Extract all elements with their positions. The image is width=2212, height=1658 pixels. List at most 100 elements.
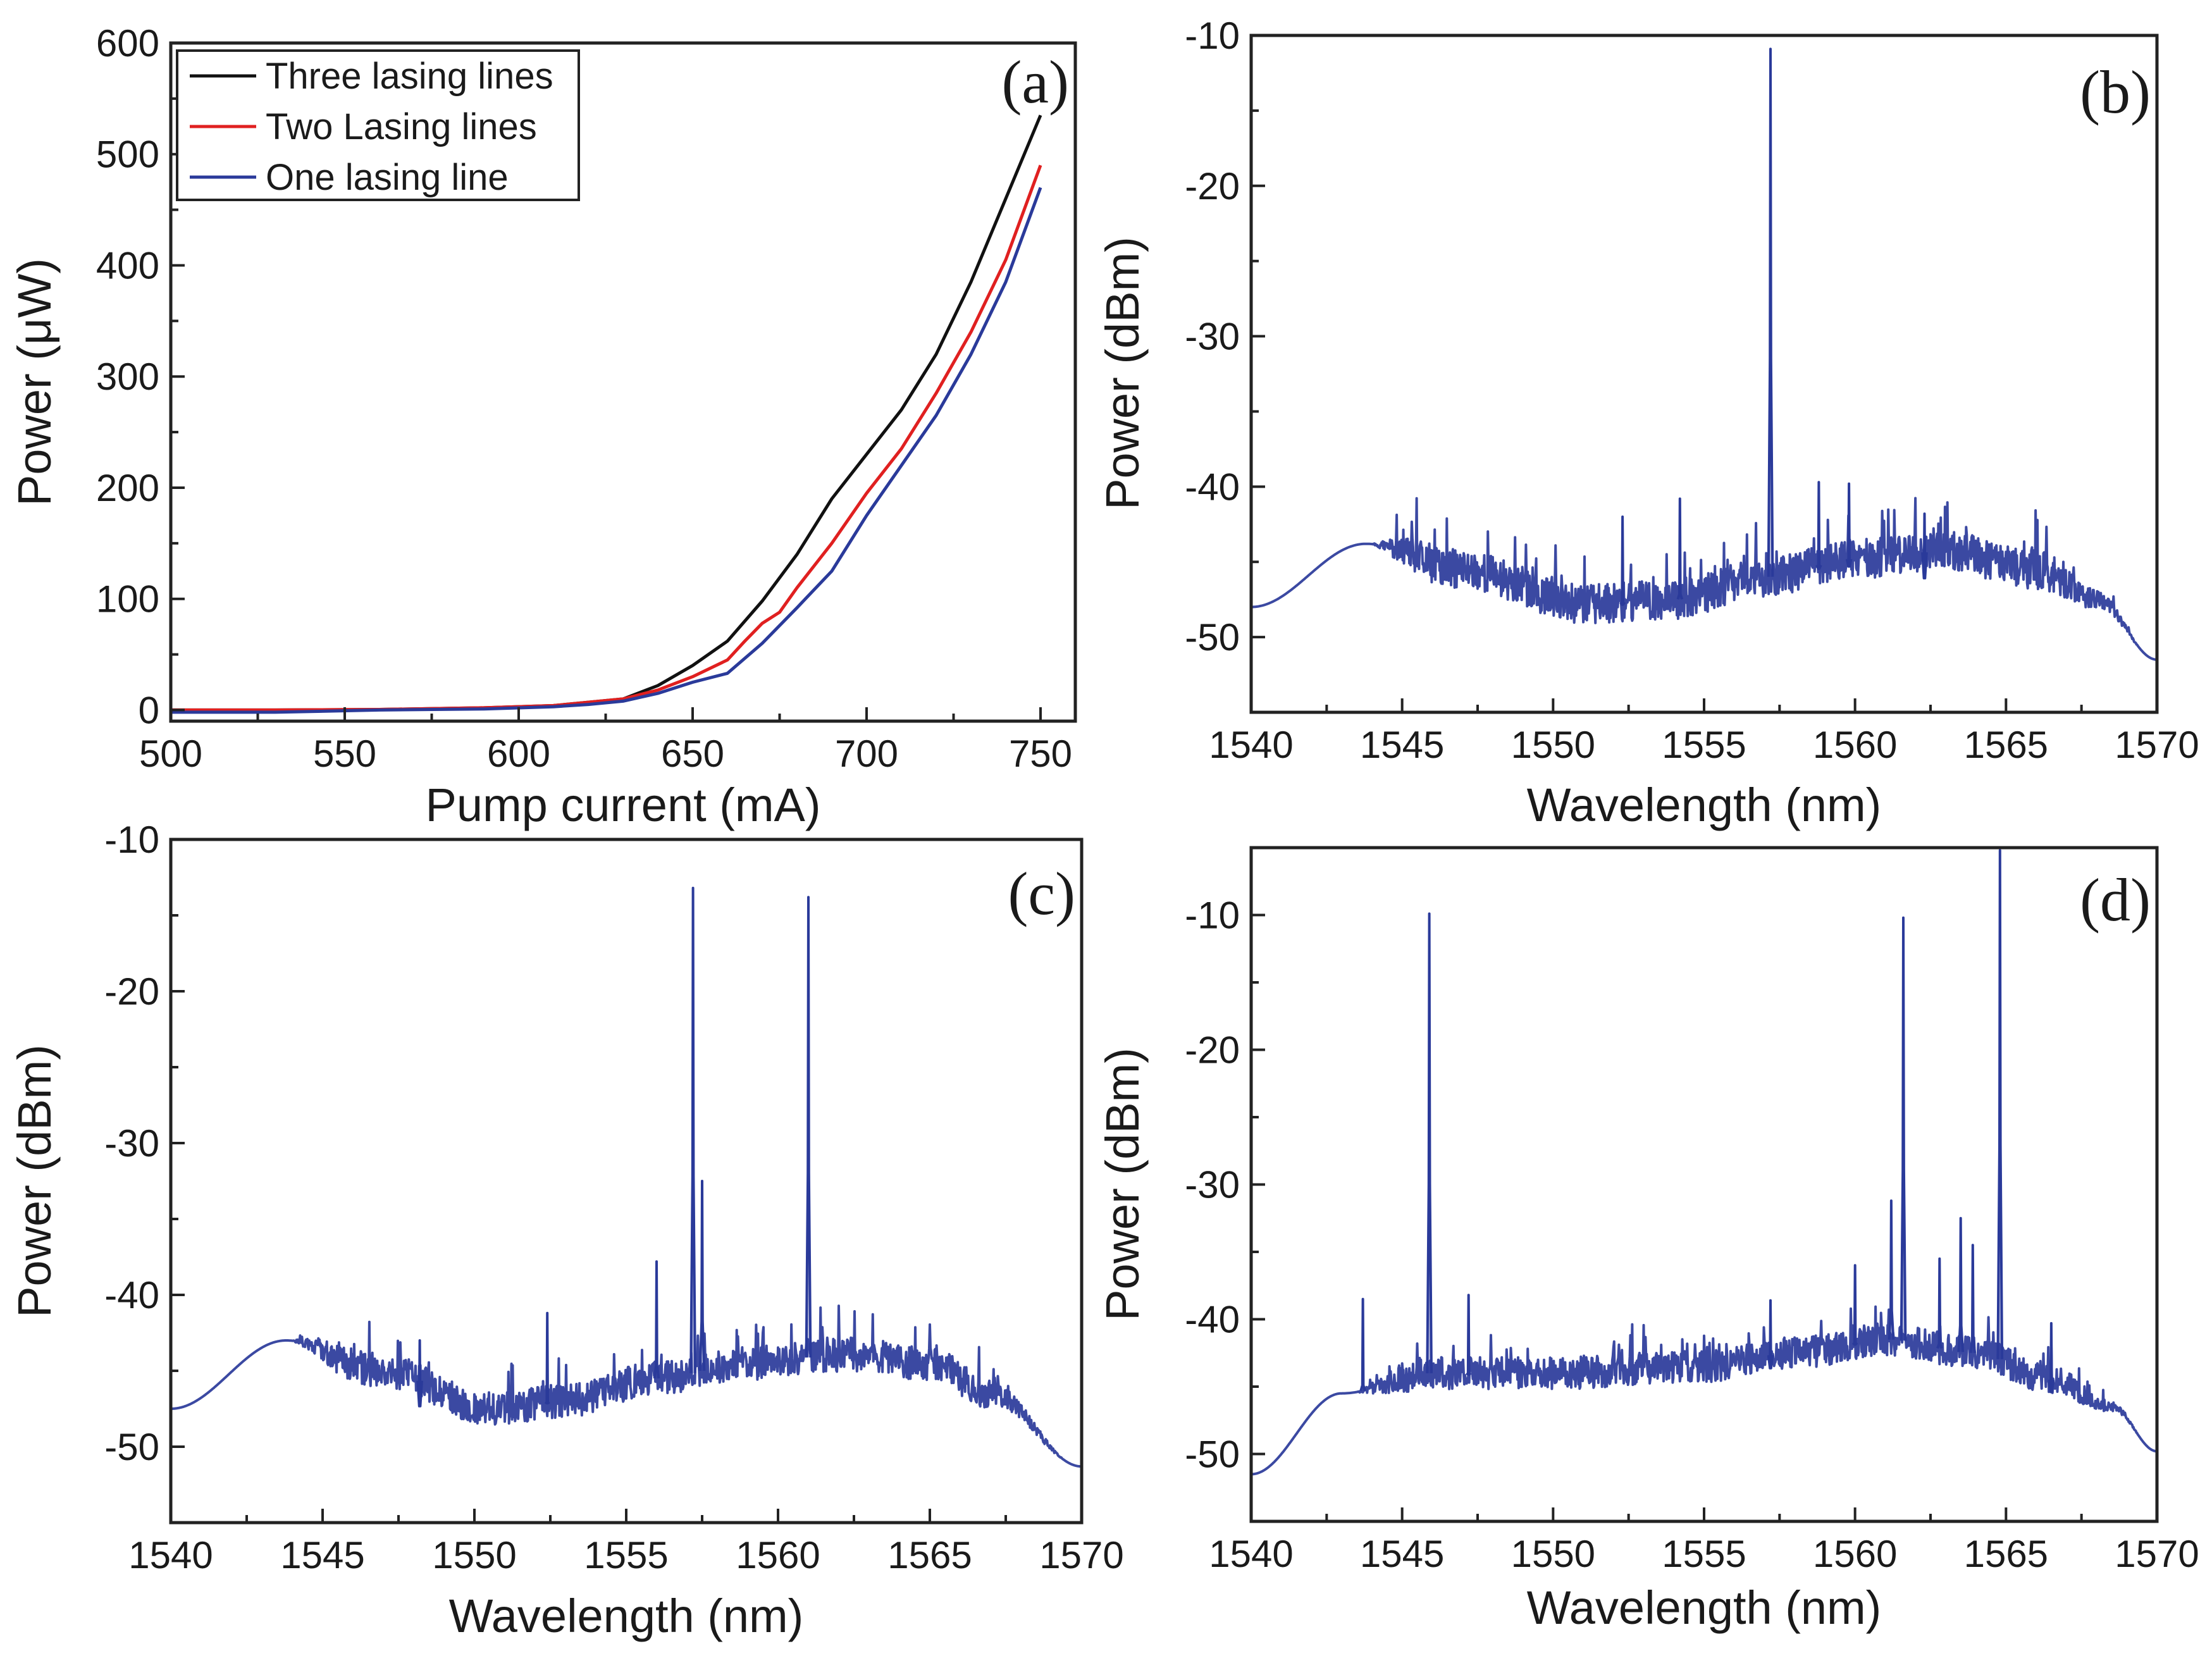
lasing-peak (1815, 481, 1822, 571)
lasing-peak (1426, 912, 1433, 1373)
lasing-peak (689, 886, 696, 1373)
lasing-peak (1767, 1299, 1774, 1370)
y-tick-label: -50 (104, 1426, 159, 1468)
x-tick-label: 1565 (1964, 724, 2048, 766)
panel-a-x-ticks: 500 550 600 650 700 750 (139, 707, 1072, 775)
panel-d-x-axis-label: Wavelength (nm) (1527, 1581, 1882, 1634)
x-tick-label: 1555 (1662, 1533, 1746, 1575)
y-tick-label: -40 (1185, 466, 1240, 508)
y-tick-label: -30 (104, 1122, 159, 1165)
x-tick-label: 1555 (584, 1534, 668, 1576)
y-tick-label: -10 (1185, 894, 1240, 937)
y-tick-label: 500 (96, 133, 159, 176)
panel-c-y-ticks: -10 -20 -30 -40 -50 (104, 819, 185, 1524)
y-tick-label: -30 (1185, 1164, 1240, 1206)
y-tick-label: 400 (96, 244, 159, 287)
lasing-peak (1996, 849, 2004, 1359)
y-tick-label: -20 (104, 970, 159, 1013)
panel-b-x-ticks: 1540 1545 1550 1555 1560 1565 1570 (1209, 698, 2199, 766)
panel-d: 1540 1545 1550 1555 1560 1565 1570 -10 -20 -30 -4… (1096, 846, 2199, 1634)
lasing-peak (698, 1180, 706, 1371)
y-tick-label: 300 (96, 356, 159, 398)
y-tick-label: -20 (1185, 1029, 1240, 1072)
y-tick-label: -30 (1185, 316, 1240, 358)
lasing-peak (1900, 916, 1907, 1341)
panel-d-y-axis-label: Power (dBm) (1096, 1048, 1149, 1321)
y-tick-label: 600 (96, 22, 159, 65)
x-tick-label: 1570 (2115, 1533, 2199, 1575)
x-tick-label: 700 (835, 733, 898, 775)
panel-c-label: (c) (1008, 860, 1075, 927)
y-tick-label: 200 (96, 467, 159, 509)
x-tick-label: 1540 (128, 1534, 213, 1576)
lasing-peak (1845, 482, 1853, 568)
lasing-peak (2048, 1321, 2055, 1394)
x-tick-label: 1545 (1360, 1533, 1444, 1575)
y-tick-label: -50 (1185, 616, 1240, 659)
lasing-peak (1676, 497, 1684, 600)
x-tick-label: 550 (313, 733, 376, 775)
series-line (171, 187, 1042, 714)
x-tick-label: 650 (661, 733, 724, 775)
y-tick-label: -10 (1185, 15, 1240, 57)
x-tick-label: 1570 (2115, 724, 2199, 766)
x-tick-label: 1570 (1039, 1534, 1123, 1576)
panel-d-y-ticks: -10 -20 -30 -40 -50 (1185, 846, 1265, 1523)
panel-c-x-axis-label: Wavelength (nm) (449, 1590, 804, 1642)
y-tick-label: -40 (1185, 1299, 1240, 1341)
y-tick-label: 0 (139, 689, 159, 731)
lasing-peak (1969, 1244, 1977, 1353)
panel-a-plot-frame (169, 41, 1077, 723)
lasing-peak (805, 896, 812, 1358)
spectrum-trace (170, 1304, 1082, 1468)
x-tick-label: 1560 (736, 1534, 820, 1576)
panel-c: 1540 1545 1550 1555 1560 1565 1570 -10 -20 -30 -4… (8, 819, 1124, 1642)
x-tick-label: 1555 (1662, 724, 1746, 766)
panel-a-y-ticks: 0 100 200 300 400 500 600 (96, 22, 185, 731)
lasing-peak (1359, 1297, 1366, 1392)
x-tick-label: 1560 (1813, 1533, 1897, 1575)
lasing-peak (1619, 515, 1626, 606)
panel-a-series (171, 114, 1042, 714)
lasing-peak (1851, 1264, 1858, 1346)
lasing-peak (653, 1260, 660, 1379)
panel-b-x-axis-label: Wavelength (nm) (1527, 779, 1882, 831)
x-tick-label: 1545 (280, 1534, 364, 1576)
x-tick-label: 1565 (1964, 1533, 2048, 1575)
panel-a-x-axis-label: Pump current (mA) (425, 779, 820, 831)
x-tick-label: 1545 (1360, 724, 1444, 766)
spectrum-trace (1251, 497, 2158, 661)
panel-b-y-ticks: -10 -20 -30 -40 -50 (1185, 15, 1265, 714)
legend-entry-one-line: One lasing line (266, 157, 509, 198)
panel-b-spectrum (1251, 47, 2158, 661)
panel-a-legend: Three lasing lines Two Lasing lines One … (176, 49, 580, 201)
panel-a: 500 550 600 650 700 750 0 100 200 300 400 500 600 P… (8, 22, 1077, 831)
panel-d-label: (d) (2080, 866, 2151, 934)
panel-c-spectrum (170, 886, 1082, 1468)
y-tick-label: -50 (1185, 1433, 1240, 1476)
x-tick-label: 1560 (1813, 724, 1897, 766)
legend-entry-two-lines: Two Lasing lines (266, 106, 537, 147)
legend-entry-three-lines: Three lasing lines (266, 56, 553, 97)
x-tick-label: 600 (487, 733, 550, 775)
y-tick-label: -20 (1185, 165, 1240, 207)
spectrum-trace (1251, 1305, 2158, 1476)
panel-d-x-ticks: 1540 1545 1550 1555 1560 1565 1570 (1209, 1507, 2199, 1575)
x-tick-label: 1550 (1511, 724, 1595, 766)
x-tick-label: 1565 (887, 1534, 972, 1576)
panel-b-y-axis-label: Power (dBm) (1096, 237, 1149, 510)
x-tick-label: 500 (139, 733, 202, 775)
x-tick-label: 1550 (1511, 1533, 1595, 1575)
lasing-peak (544, 1311, 550, 1405)
panel-a-label: (a) (1001, 48, 1069, 116)
x-tick-label: 1540 (1209, 724, 1293, 766)
panel-d-spectrum (1251, 849, 2158, 1476)
lasing-peak (1936, 1257, 1943, 1349)
x-tick-label: 750 (1009, 733, 1072, 775)
panel-a-y-axis-label: Power (μW) (8, 258, 61, 506)
panel-c-y-axis-label: Power (dBm) (8, 1044, 61, 1318)
y-tick-label: -40 (104, 1274, 159, 1316)
lasing-peak (1957, 1216, 1965, 1352)
